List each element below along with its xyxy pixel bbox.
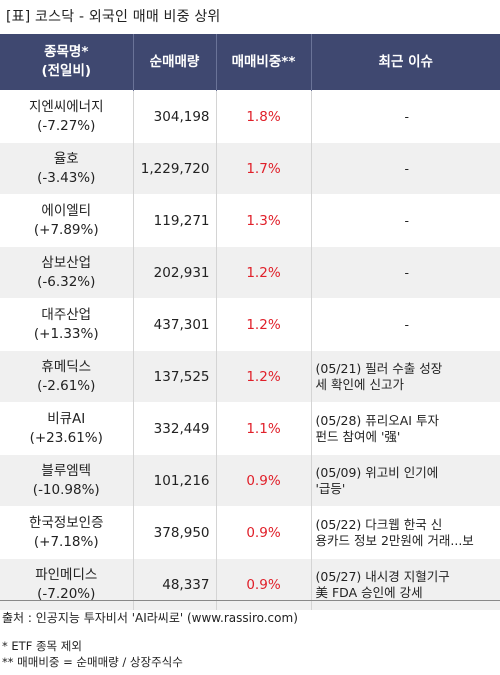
stock-name-cell: 삼보산업 (-6.32%)	[0, 246, 134, 299]
stock-name: 지엔씨에너지	[28, 98, 104, 115]
header-name-label: 종목명*	[44, 44, 89, 60]
trade-ratio-cell: 0.9%	[216, 506, 312, 559]
table-row: 파인메디스 (-7.20%) 48,337 0.9% (05/27) 내시경 지혈기구 美…	[0, 558, 500, 610]
table-row: 한국정보인증 (+7.18%) 378,950 0.9% (05/22) 다크웹 한국 …	[0, 506, 500, 559]
net-volume-cell: 48,337	[133, 558, 217, 610]
header-recent-issue: 최근 이슈	[311, 34, 500, 91]
net-volume-cell: 304,198	[133, 90, 217, 143]
recent-issue-cell: (05/21) 필러 수출 성장 세 확인에 신고가	[311, 350, 500, 403]
header-net-volume: 순매매량	[133, 34, 217, 91]
stock-name: 블루엠텍	[41, 462, 92, 479]
table-row: 비큐AI (+23.61%) 332,449 1.1% (05/28) 퓨리오AI 투자…	[0, 402, 500, 455]
source-note: 출처 : 인공지능 투자비서 'AI라씨로' (www.rassiro.com)	[2, 611, 298, 625]
issue-line-2: '급등'	[315, 480, 346, 496]
header-name: 종목명* (전일비)	[0, 34, 134, 91]
issue-line-2: 용카드 정보 2만원에 거래...보	[315, 532, 474, 548]
issue-line-1: (05/21) 필러 수출 성장	[315, 360, 443, 376]
trade-ratio-cell: 0.9%	[216, 454, 312, 507]
net-volume-cell: 137,525	[133, 350, 217, 403]
stock-change: (-7.20%)	[37, 585, 96, 602]
issue-line-2: 펀드 참여에 '强'	[315, 428, 401, 444]
stock-name: 휴메딕스	[41, 358, 92, 375]
trade-ratio-cell: 1.8%	[216, 90, 312, 143]
trade-ratio-cell: 1.1%	[216, 402, 312, 455]
foreign-trade-table: 종목명* (전일비) 순매매량 매매비중** 최근 이슈 지엔씨에너지 (-7.2…	[0, 34, 500, 610]
issue-line-1: -	[404, 264, 409, 280]
net-volume-cell: 1,229,720	[133, 142, 217, 195]
table-row: 블루엠텍 (-10.98%) 101,216 0.9% (05/09) 위고비 인기에 '…	[0, 454, 500, 507]
recent-issue-cell: (05/27) 내시경 지혈기구 美 FDA 승인에 강세	[311, 558, 500, 610]
net-volume-cell: 332,449	[133, 402, 217, 455]
stock-change: (+1.33%)	[33, 325, 99, 342]
page-title: [표] 코스닥 - 외국인 매매 비중 상위	[6, 9, 221, 25]
stock-name-cell: 율호 (-3.43%)	[0, 142, 134, 195]
stock-name: 대주산업	[41, 306, 92, 323]
stock-name: 삼보산업	[41, 254, 92, 271]
stock-change: (-2.61%)	[37, 377, 96, 394]
trade-ratio-cell: 1.2%	[216, 246, 312, 299]
ratio-definition-note: ** 매매비중 = 순매매량 / 상장주식수	[2, 655, 183, 669]
stock-change: (+7.89%)	[33, 221, 99, 238]
stock-change: (-7.27%)	[37, 117, 96, 134]
recent-issue-cell: -	[311, 90, 500, 143]
table-row: 휴메딕스 (-2.61%) 137,525 1.2% (05/21) 필러 수출 성장 세…	[0, 350, 500, 403]
issue-line-1: -	[404, 316, 409, 332]
net-volume-cell: 119,271	[133, 194, 217, 247]
stock-name-cell: 한국정보인증 (+7.18%)	[0, 506, 134, 559]
issue-line-1: -	[404, 108, 409, 124]
trade-ratio-cell: 0.9%	[216, 558, 312, 610]
stock-name-cell: 에이엘티 (+7.89%)	[0, 194, 134, 247]
stock-name: 비큐AI	[47, 410, 86, 427]
recent-issue-cell: (05/28) 퓨리오AI 투자 펀드 참여에 '强'	[311, 402, 500, 455]
net-volume-cell: 101,216	[133, 454, 217, 507]
net-volume-cell: 378,950	[133, 506, 217, 559]
issue-line-2: 세 확인에 신고가	[315, 376, 404, 392]
trade-ratio-cell: 1.7%	[216, 142, 312, 195]
stock-name: 율호	[53, 150, 79, 167]
footer-divider	[0, 600, 500, 601]
stock-change: (-6.32%)	[37, 273, 96, 290]
stock-name-cell: 블루엠텍 (-10.98%)	[0, 454, 134, 507]
stock-name-cell: 지엔씨에너지 (-7.27%)	[0, 90, 134, 143]
recent-issue-cell: -	[311, 246, 500, 299]
stock-name-cell: 비큐AI (+23.61%)	[0, 402, 134, 455]
stock-name-cell: 휴메딕스 (-2.61%)	[0, 350, 134, 403]
issue-line-1: -	[404, 212, 409, 228]
header-trade-ratio: 매매비중**	[216, 34, 312, 91]
table-row: 삼보산업 (-6.32%) 202,931 1.2% -	[0, 246, 500, 299]
net-volume-cell: 437,301	[133, 298, 217, 351]
stock-change: (+23.61%)	[29, 429, 103, 446]
stock-name: 한국정보인증	[28, 514, 104, 531]
net-volume-cell: 202,931	[133, 246, 217, 299]
header-name-sub: (전일비)	[41, 63, 92, 79]
table-row: 에이엘티 (+7.89%) 119,271 1.3% -	[0, 194, 500, 247]
stock-name: 에이엘티	[41, 202, 92, 219]
recent-issue-cell: (05/09) 위고비 인기에 '급등'	[311, 454, 500, 507]
table-row: 대주산업 (+1.33%) 437,301 1.2% -	[0, 298, 500, 351]
recent-issue-cell: -	[311, 298, 500, 351]
stock-name: 파인메디스	[35, 566, 98, 583]
trade-ratio-cell: 1.2%	[216, 298, 312, 351]
stock-name-cell: 파인메디스 (-7.20%)	[0, 558, 134, 610]
issue-line-2: 美 FDA 승인에 강세	[315, 584, 423, 600]
table-body: 지엔씨에너지 (-7.27%) 304,198 1.8% - 율호 (-3.43%) 1,22…	[0, 90, 500, 610]
etf-note: * ETF 종목 제외	[2, 639, 82, 653]
stock-change: (+7.18%)	[33, 533, 99, 550]
stock-change: (-10.98%)	[32, 481, 100, 498]
issue-line-1: (05/22) 다크웹 한국 신	[315, 516, 443, 532]
issue-line-1: (05/27) 내시경 지혈기구	[315, 568, 450, 584]
issue-line-1: -	[404, 160, 409, 176]
stock-change: (-3.43%)	[37, 169, 96, 186]
table-row: 지엔씨에너지 (-7.27%) 304,198 1.8% -	[0, 90, 500, 143]
issue-line-1: (05/28) 퓨리오AI 투자	[315, 412, 439, 428]
table-header-row: 종목명* (전일비) 순매매량 매매비중** 최근 이슈	[0, 34, 500, 91]
table-row: 율호 (-3.43%) 1,229,720 1.7% -	[0, 142, 500, 195]
stock-name-cell: 대주산업 (+1.33%)	[0, 298, 134, 351]
recent-issue-cell: (05/22) 다크웹 한국 신 용카드 정보 2만원에 거래...보	[311, 506, 500, 559]
trade-ratio-cell: 1.2%	[216, 350, 312, 403]
trade-ratio-cell: 1.3%	[216, 194, 312, 247]
recent-issue-cell: -	[311, 142, 500, 195]
recent-issue-cell: -	[311, 194, 500, 247]
issue-line-1: (05/09) 위고비 인기에	[315, 464, 439, 480]
